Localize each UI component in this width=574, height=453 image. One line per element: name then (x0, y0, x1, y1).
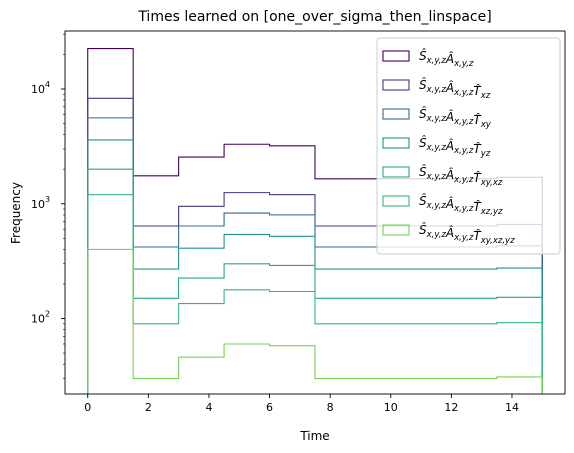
legend: Ŝx,y,zÂx,y,z Ŝx,y,zÂx,y,zT̂xz Ŝx,y,zÂx,y,z… (376, 37, 561, 255)
legend-label: Ŝx,y,zÂx,y,zT̂xy,xz (419, 164, 503, 188)
legend-swatch (382, 79, 410, 91)
y-tick-label: 10 (31, 313, 45, 326)
series-layer (87, 48, 543, 394)
y-tick-exponent: 3 (45, 195, 50, 204)
legend-swatch (382, 166, 410, 178)
legend-entry-1: Ŝx,y,zÂx,y,z (382, 48, 474, 69)
legend-label: Ŝx,y,zÂx,y,zT̂xy,xz,yz (419, 222, 515, 246)
y-tick-exponent: 4 (45, 80, 50, 89)
x-tick-label: 2 (145, 401, 152, 414)
legend-label: Ŝx,y,zÂx,y,zT̂xy (419, 106, 492, 130)
legend-swatch (382, 137, 410, 149)
legend-label: Ŝx,y,zÂx,y,zT̂yz (419, 135, 491, 159)
legend-swatch (382, 195, 410, 207)
legend-frame (376, 37, 561, 255)
legend-label: Ŝx,y,zÂx,y,zT̂xz,yz (419, 193, 503, 217)
legend-entry-2: Ŝx,y,zÂx,y,zT̂xz (382, 77, 491, 101)
legend-label: Ŝx,y,zÂx,y,z (419, 48, 474, 69)
x-tick-label: 6 (266, 401, 273, 414)
legend-swatch (382, 108, 410, 120)
y-tick-label: 10 (31, 198, 45, 211)
x-tick-label: 10 (384, 401, 398, 414)
y-axis-label: Frequency (9, 182, 23, 244)
x-tick-label: 4 (205, 401, 212, 414)
x-axis-label: Time (299, 429, 329, 443)
plot-frame (64, 30, 566, 395)
y-tick-label: 10 (31, 83, 45, 96)
legend-entry-4: Ŝx,y,zÂx,y,zT̂yz (382, 135, 491, 159)
legend-swatch (382, 224, 410, 236)
series-line-7 (87, 248, 543, 394)
legend-entry-5: Ŝx,y,zÂx,y,zT̂xy,xz (382, 164, 503, 188)
legend-swatch (382, 50, 410, 62)
x-tick-label: 14 (505, 401, 519, 414)
x-tick-label: 0 (84, 401, 91, 414)
legend-entry-3: Ŝx,y,zÂx,y,zT̂xy (382, 106, 492, 130)
y-tick-exponent: 2 (45, 310, 50, 319)
x-tick-label: 12 (444, 401, 458, 414)
x-tick-label: 8 (327, 401, 334, 414)
legend-entry-6: Ŝx,y,zÂx,y,zT̂xz,yz (382, 193, 503, 217)
legend-entry-7: Ŝx,y,zÂx,y,zT̂xy,xz,yz (382, 222, 515, 246)
legend-label: Ŝx,y,zÂx,y,zT̂xz (419, 77, 491, 101)
chart-title: Times learned on [one_over_sigma_then_li… (137, 9, 491, 25)
